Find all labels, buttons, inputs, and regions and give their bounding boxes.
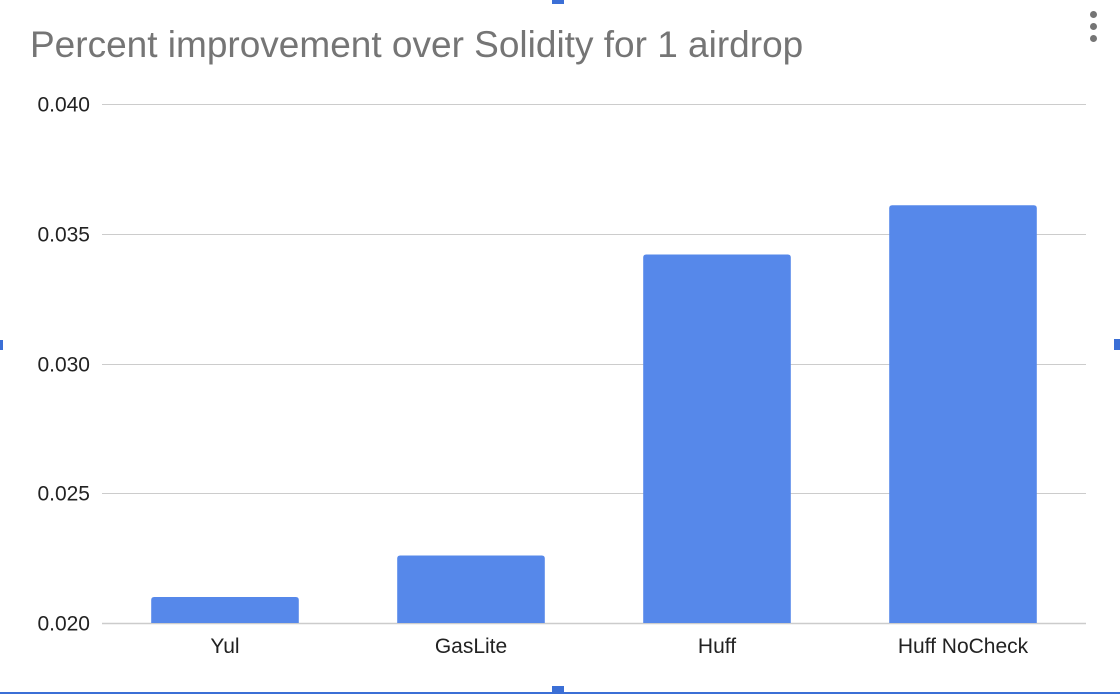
bar-yul[interactable] [151, 597, 299, 623]
selection-handle-right[interactable] [1114, 339, 1120, 350]
x-tick-label: GasLite [435, 635, 507, 658]
more-vert-icon[interactable] [1082, 8, 1106, 46]
y-tick-label: 0.020 [37, 613, 90, 636]
menu-dot [1090, 11, 1097, 18]
x-tick-label: Huff [698, 635, 736, 658]
chart-title: Percent improvement over Solidity for 1 … [30, 24, 804, 65]
x-tick-label: Yul [210, 635, 239, 658]
menu-dot [1090, 35, 1097, 42]
x-tick-label: Huff NoCheck [898, 635, 1029, 658]
y-tick-label: 0.040 [37, 94, 90, 117]
selection-handle-bottom[interactable] [552, 686, 564, 694]
gridlines [102, 104, 1086, 625]
bars [151, 205, 1037, 623]
bar-huff[interactable] [643, 254, 791, 623]
menu-dot [1090, 23, 1097, 30]
bar-gaslite[interactable] [397, 555, 545, 623]
y-tick-label: 0.035 [37, 224, 90, 247]
selection-handle-left[interactable] [0, 340, 3, 350]
bar-huff-nocheck[interactable] [889, 205, 1037, 623]
x-axis-ticks: Yul GasLite Huff Huff NoCheck [210, 635, 1028, 658]
y-tick-label: 0.030 [37, 354, 90, 377]
selection-handle-top[interactable] [552, 0, 564, 4]
y-tick-label: 0.025 [37, 483, 90, 506]
y-axis-ticks: 0.020 0.025 0.030 0.035 0.040 [37, 94, 90, 636]
